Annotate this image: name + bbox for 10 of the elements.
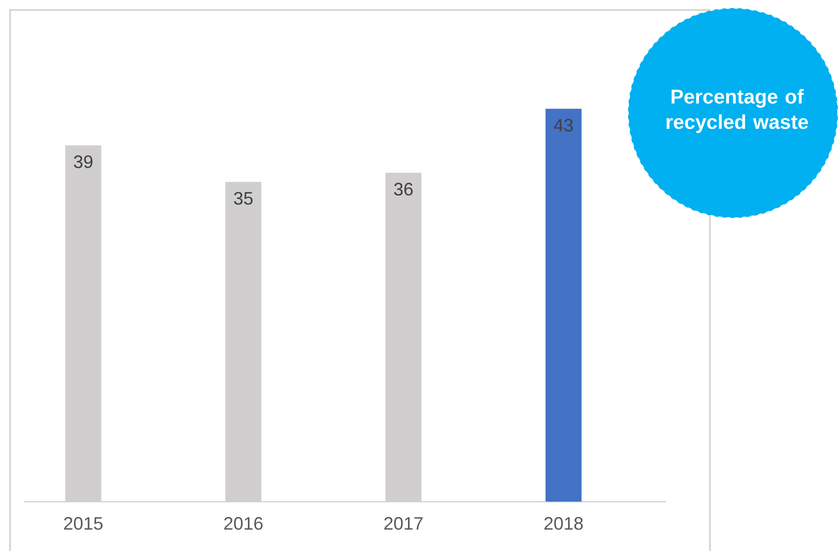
x-tick-label: 2015 [64, 517, 103, 530]
x-tick-label: 2018 [544, 517, 583, 530]
data-label: 36 [394, 182, 413, 196]
bar [546, 108, 582, 502]
x-tick-label: 2017 [384, 517, 423, 530]
data-label: 39 [74, 155, 92, 168]
x-tick-label: 2016 [224, 517, 263, 530]
data-label: 43 [554, 118, 573, 132]
data-label: 35 [234, 192, 253, 205]
text: Percentage of recycled waste [666, 89, 808, 133]
